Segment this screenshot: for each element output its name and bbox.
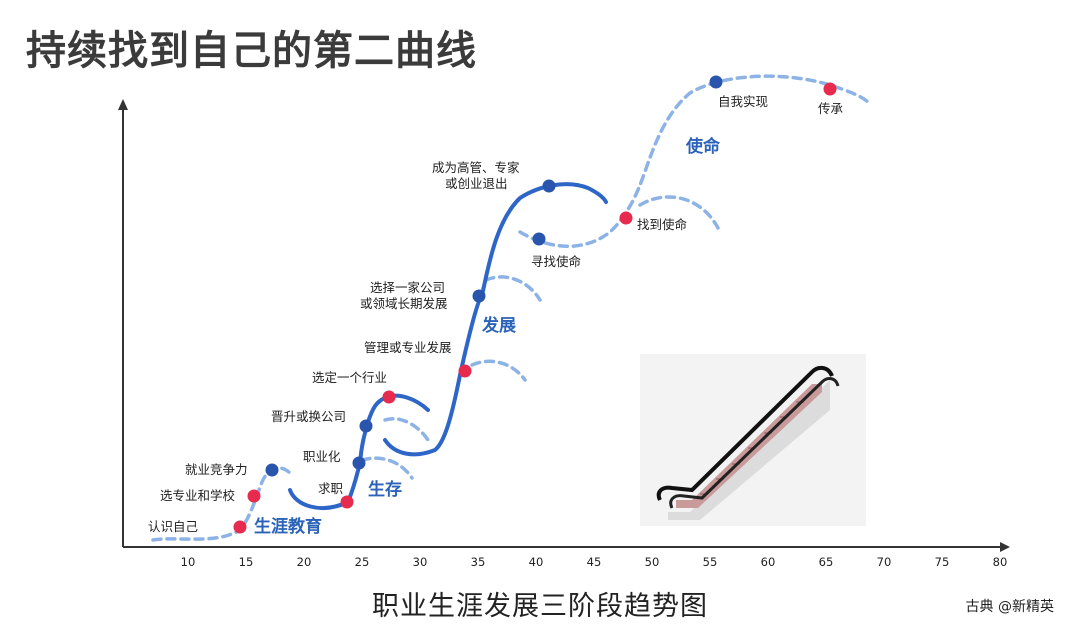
x-tick-label: 70 bbox=[877, 555, 892, 569]
milestone-label: 或领域长期发展 bbox=[360, 296, 448, 311]
x-tick-label: 35 bbox=[471, 555, 486, 569]
x-tick-label: 55 bbox=[703, 555, 718, 569]
dashed-curve-mission-search bbox=[518, 74, 870, 248]
milestone-dot bbox=[709, 75, 723, 89]
milestone-long-term-company: 选择一家公司 或领域长期发展 bbox=[360, 280, 486, 311]
dashed-curve-development-2 bbox=[484, 275, 542, 302]
milestone-promotion: 晋升或换公司 bbox=[271, 409, 373, 433]
escalator-handrail-back bbox=[669, 377, 840, 509]
x-tick-label: 20 bbox=[297, 555, 312, 569]
milestone-label: 传承 bbox=[818, 101, 844, 116]
escalator-icon bbox=[640, 354, 866, 526]
milestone-dot bbox=[247, 489, 261, 503]
milestones: 认识自己 选专业和学校 就业竞争力 求职 职业化 晋升或换公司 选定一个行业 bbox=[148, 75, 844, 534]
milestone-dot bbox=[233, 520, 247, 534]
diagram-caption: 职业生涯发展三阶段趋势图 bbox=[372, 591, 708, 622]
milestone-label: 求职 bbox=[318, 481, 343, 496]
x-tick-label: 75 bbox=[935, 555, 950, 569]
x-tick-label: 80 bbox=[993, 555, 1008, 569]
milestone-choose-industry: 选定一个行业 bbox=[312, 370, 396, 404]
milestone-label: 或创业退出 bbox=[445, 176, 508, 191]
x-tick-label: 50 bbox=[645, 555, 660, 569]
x-tick-label: 10 bbox=[181, 555, 196, 569]
milestone-dot bbox=[619, 211, 633, 225]
y-axis-arrow-icon bbox=[118, 99, 128, 110]
dashed-curve-mission-2 bbox=[638, 195, 720, 230]
stage-label-development: 发展 bbox=[481, 315, 516, 336]
milestone-self-actualization: 自我实现 bbox=[709, 75, 768, 109]
milestone-job-search: 求职 bbox=[318, 481, 354, 509]
milestone-dot bbox=[265, 463, 279, 477]
milestone-know-yourself: 认识自己 bbox=[148, 519, 247, 534]
milestone-seek-mission: 寻找使命 bbox=[531, 232, 582, 269]
x-tick-label: 60 bbox=[761, 555, 776, 569]
milestone-professionalization: 职业化 bbox=[303, 449, 366, 470]
milestone-dot bbox=[352, 456, 366, 470]
milestone-management: 管理或专业发展 bbox=[364, 340, 472, 378]
escalator-steps bbox=[676, 384, 822, 508]
milestone-dot bbox=[472, 289, 486, 303]
milestone-label: 晋升或换公司 bbox=[271, 409, 346, 424]
x-tick-label: 25 bbox=[355, 555, 370, 569]
slide-title: 持续找到自己的第二曲线 bbox=[26, 28, 477, 74]
milestone-label: 成为高管、专家 bbox=[432, 160, 520, 175]
x-axis-arrow-icon bbox=[1000, 542, 1010, 552]
author-credit: 古典 @新精英 bbox=[965, 599, 1054, 615]
milestone-find-mission: 找到使命 bbox=[619, 211, 688, 232]
stage-label-survival: 生存 bbox=[368, 479, 402, 500]
milestone-dot bbox=[359, 419, 373, 433]
x-tick-label: 45 bbox=[587, 555, 602, 569]
milestone-label: 选定一个行业 bbox=[312, 370, 387, 385]
milestone-dot bbox=[382, 390, 396, 404]
dashed-curve-survival-2 bbox=[383, 417, 430, 442]
axes bbox=[118, 99, 1010, 552]
milestone-dot bbox=[823, 82, 837, 96]
milestone-label: 就业竞争力 bbox=[185, 462, 248, 477]
escalator-handrail-front bbox=[656, 365, 834, 501]
milestone-dot bbox=[458, 364, 472, 378]
milestone-label: 寻找使命 bbox=[531, 254, 582, 269]
dashed-curve-survival-1 bbox=[360, 456, 414, 480]
stage-labels: 生涯教育 生存 发展 使命 bbox=[254, 136, 721, 537]
milestone-choose-major: 选专业和学校 bbox=[160, 488, 261, 503]
milestone-label: 选择一家公司 bbox=[370, 280, 445, 295]
milestone-executive: 成为高管、专家 或创业退出 bbox=[432, 160, 556, 193]
milestone-label: 找到使命 bbox=[637, 217, 688, 232]
dashed-curve-development-1 bbox=[470, 359, 527, 382]
milestone-label: 认识自己 bbox=[148, 519, 198, 534]
milestone-dot bbox=[340, 495, 354, 509]
x-tick-label: 40 bbox=[529, 555, 544, 569]
milestone-dot bbox=[542, 179, 556, 193]
x-tick-label: 15 bbox=[239, 555, 254, 569]
milestone-legacy: 传承 bbox=[818, 82, 844, 116]
stage-label-education: 生涯教育 bbox=[254, 516, 322, 537]
milestone-label: 职业化 bbox=[303, 449, 341, 464]
x-tick-label: 65 bbox=[819, 555, 834, 569]
x-tick-label: 30 bbox=[413, 555, 428, 569]
milestone-dot bbox=[532, 232, 546, 246]
stage-label-mission: 使命 bbox=[685, 136, 721, 157]
x-tick-labels: 10 15 20 25 30 35 40 45 50 55 60 65 70 7… bbox=[181, 555, 1008, 569]
milestone-employability: 就业竞争力 bbox=[185, 462, 279, 477]
milestone-label: 管理或专业发展 bbox=[364, 340, 452, 355]
milestone-label: 选专业和学校 bbox=[160, 488, 236, 503]
milestone-label: 自我实现 bbox=[718, 94, 768, 109]
